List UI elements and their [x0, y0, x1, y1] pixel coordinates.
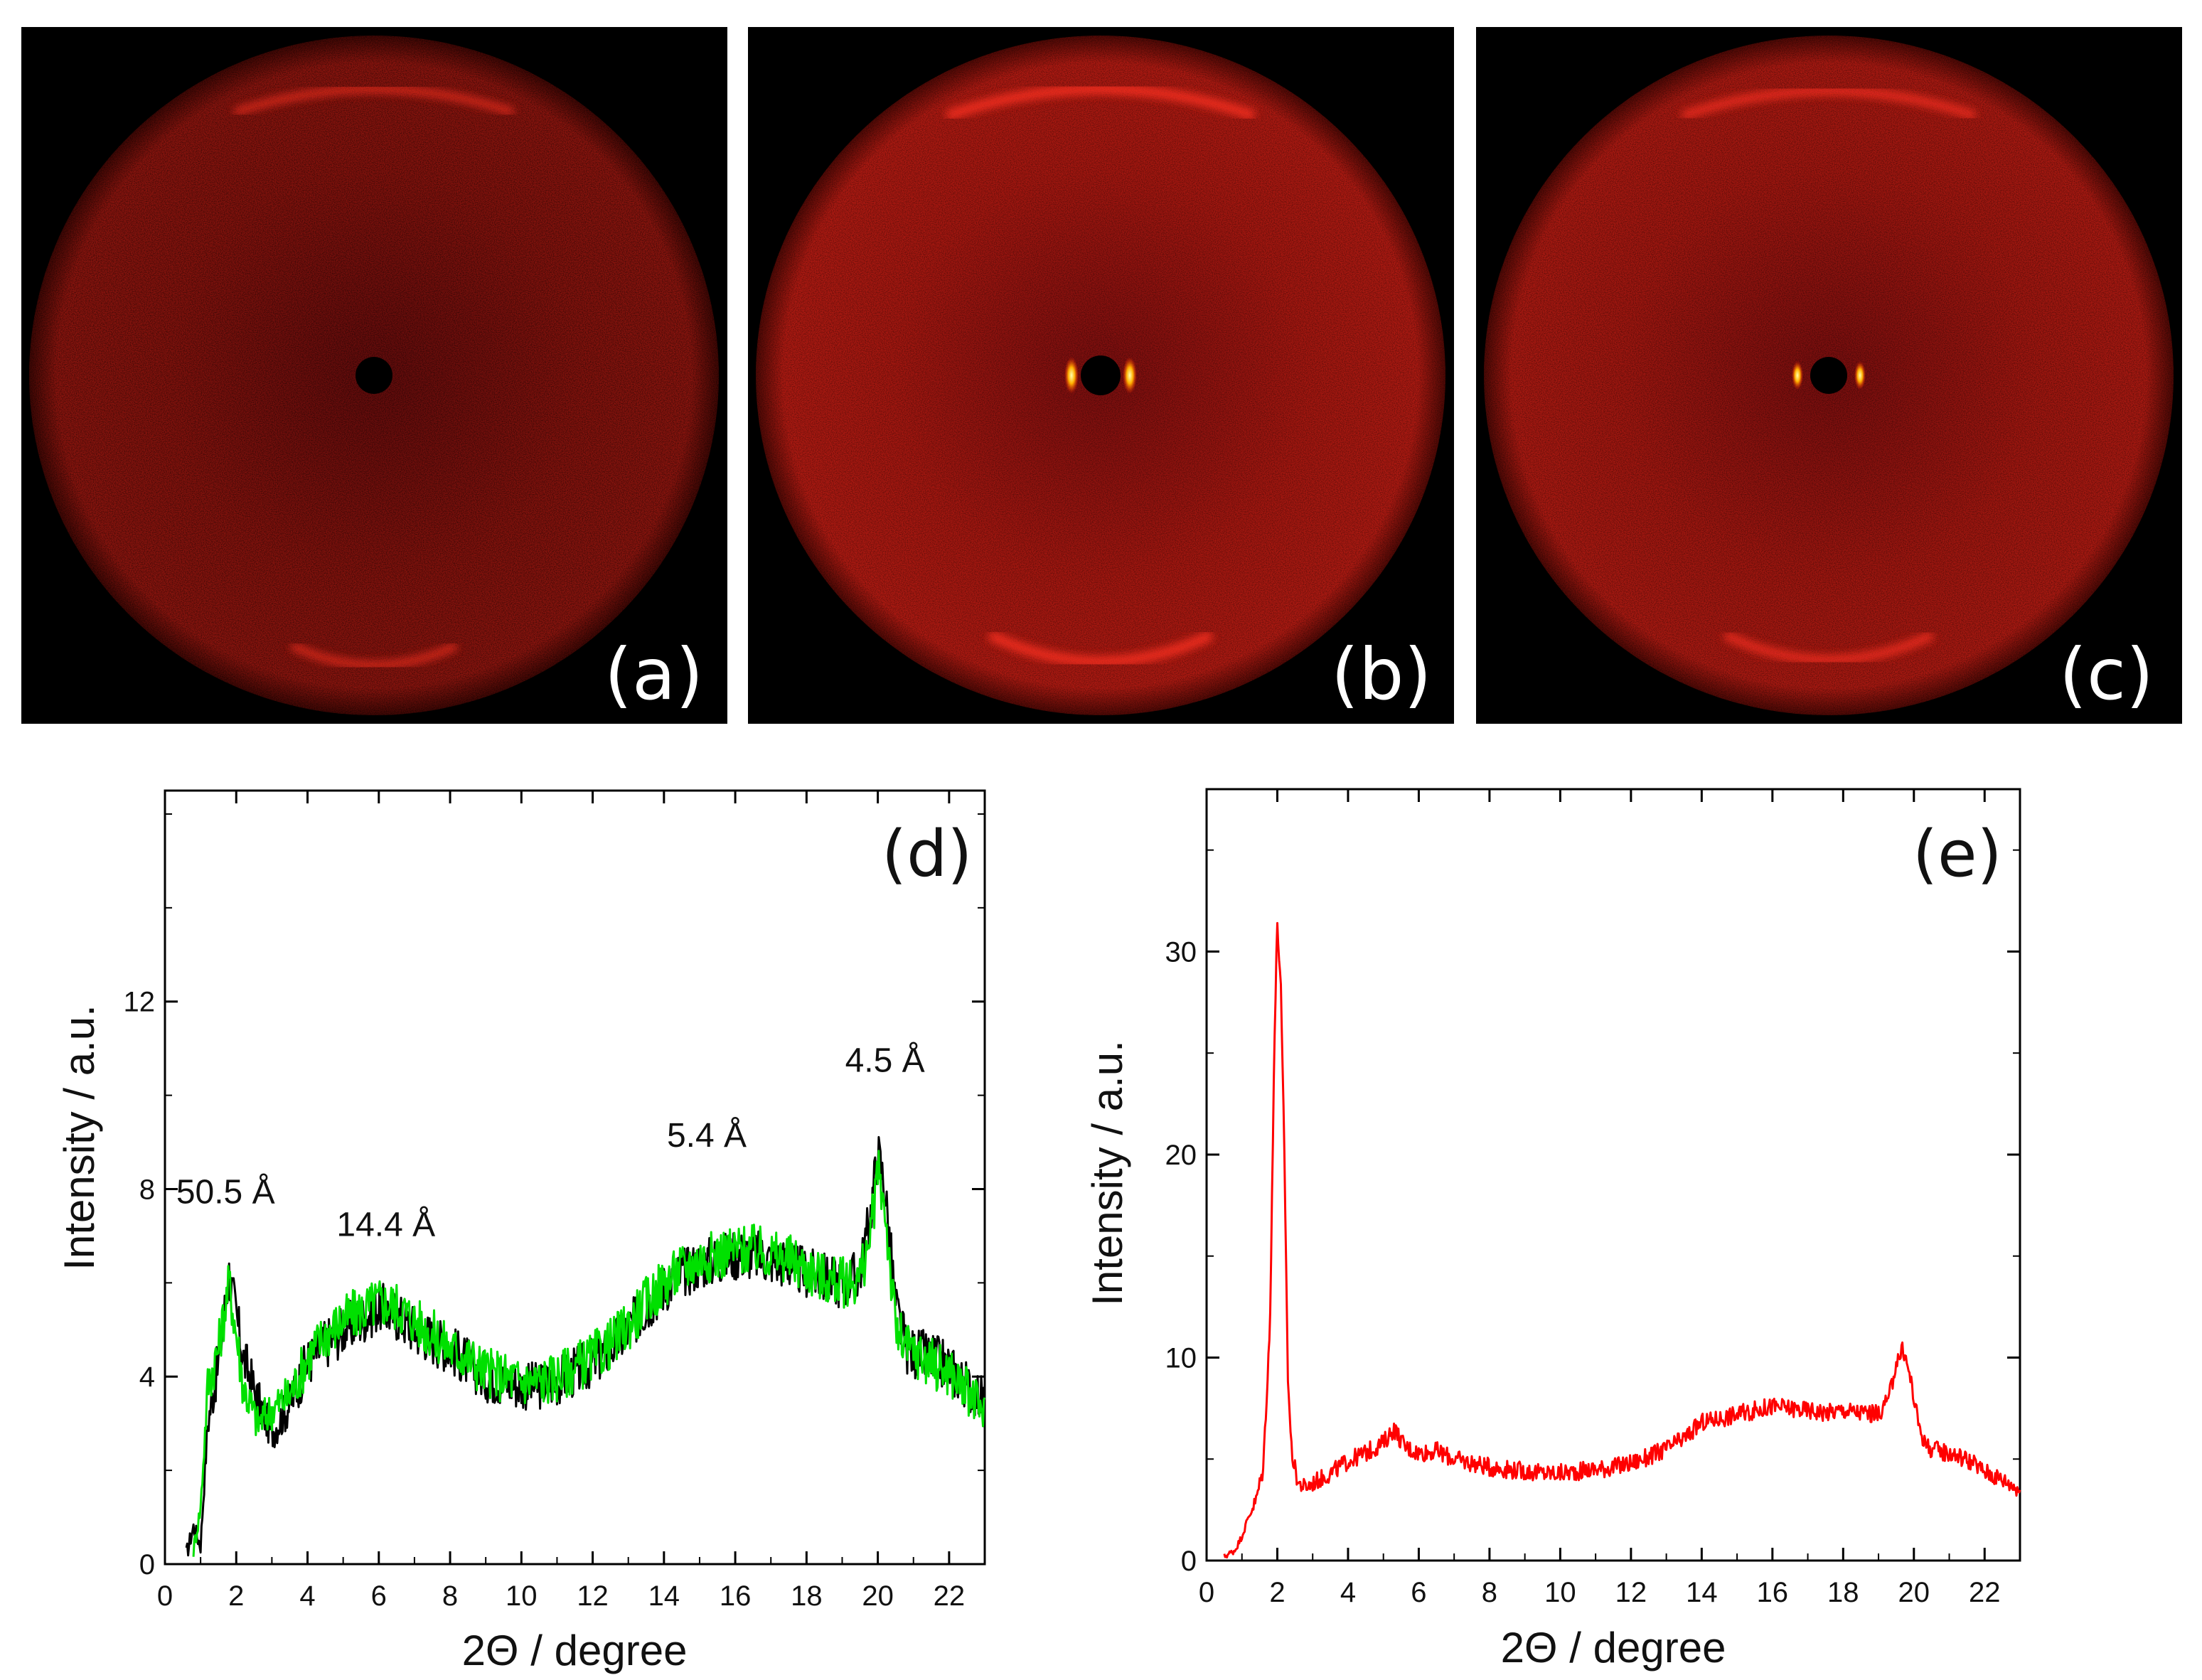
- panel-label-d: (d): [882, 817, 972, 892]
- panel-label-b: (b): [1331, 633, 1432, 716]
- annotation-4-5: 4.5 Å: [845, 1042, 925, 1080]
- x-tick-label: 10: [506, 1580, 538, 1612]
- x-tick-label: 22: [934, 1580, 966, 1612]
- x-tick-label: 12: [1615, 1577, 1647, 1608]
- y-tick-label: 0: [139, 1549, 155, 1580]
- small-angle-spot-right: [1854, 361, 1866, 390]
- x-axis-label: 2Θ / degree: [1501, 1624, 1726, 1671]
- x-tick-label: 16: [1757, 1577, 1789, 1608]
- small-angle-spot-left: [1064, 357, 1079, 394]
- x-tick-label: 6: [1411, 1577, 1426, 1608]
- x-tick-label: 8: [1482, 1577, 1497, 1608]
- y-tick-label: 8: [139, 1174, 155, 1205]
- diffraction-panel-c: (c): [1476, 27, 2182, 724]
- small-angle-spot-right: [1123, 357, 1137, 394]
- small-angle-spot-left: [1792, 361, 1803, 390]
- diffraction-arc-bottom: [1723, 631, 1935, 664]
- series-group: [185, 1135, 986, 1557]
- x-tick-label: 14: [648, 1580, 680, 1612]
- diffraction-arc-top: [945, 84, 1256, 121]
- x-tick-label: 2: [1269, 1577, 1285, 1608]
- chart-e: 0 2 4 6 8 10 12 14 16 18 20 22 0 10 20 30 (e) 2Θ / deg…: [1084, 788, 2021, 1671]
- annotation-50-5: 50.5 Å: [176, 1173, 275, 1211]
- y-axis-label: Intensity / a.u.: [55, 1005, 103, 1270]
- x-tick-label: 20: [862, 1580, 894, 1612]
- beam-stop: [356, 357, 392, 394]
- diffraction-panel-a: (a): [21, 27, 727, 724]
- y-tick-label: 4: [139, 1361, 155, 1393]
- y-tick-label: 12: [124, 987, 156, 1018]
- x-tick-label: 8: [442, 1580, 458, 1612]
- x-tick-label: 12: [577, 1580, 609, 1612]
- series-group: [1223, 921, 2021, 1559]
- x-tick-label: 18: [1827, 1577, 1859, 1608]
- panel-label-e: (e): [1913, 817, 2002, 892]
- x-tick-label: 0: [157, 1580, 173, 1612]
- y-tick-label: 20: [1165, 1140, 1197, 1171]
- series-line-green: [192, 1150, 986, 1557]
- y-tick-label: 10: [1165, 1342, 1197, 1374]
- series-line-black: [185, 1135, 985, 1557]
- panel-label-a: (a): [604, 633, 703, 716]
- diffraction-arc-top: [233, 85, 515, 116]
- series-line-red: [1223, 921, 2021, 1559]
- diffraction-panel-b: (b): [748, 27, 1454, 724]
- x-tick-label: 20: [1898, 1577, 1930, 1608]
- x-tick-label: 22: [1969, 1577, 2001, 1608]
- diffraction-arc-bottom: [289, 642, 459, 669]
- x-tick-label: 0: [1199, 1577, 1214, 1608]
- annotation-14-4: 14.4 Å: [336, 1206, 435, 1243]
- x-tick-label: 16: [720, 1580, 752, 1612]
- x-tick-label: 10: [1544, 1577, 1576, 1608]
- annotation-5-4: 5.4 Å: [667, 1117, 747, 1155]
- x-tick-label: 18: [791, 1580, 823, 1612]
- x-axis-ticks: 0 2 4 6 8 10 12 14 16 18 20 22: [1199, 789, 2021, 1608]
- y-axis-ticks: 0 10 20 30: [1165, 849, 2020, 1577]
- y-axis-label: Intensity / a.u.: [1084, 1040, 1131, 1306]
- diffraction-arc-bottom: [987, 630, 1214, 667]
- x-tick-label: 6: [371, 1580, 387, 1612]
- plot-frame: [1205, 788, 2021, 1562]
- diffraction-arc-top: [1681, 87, 1977, 120]
- x-tick-label: 14: [1686, 1577, 1718, 1608]
- y-tick-label: 30: [1165, 936, 1197, 968]
- chart-d: 0 2 4 6 8 10 12 14 16 18 20 22 0 4 8 12 50.5 Å 14.4 Å …: [55, 789, 986, 1674]
- x-tick-label: 4: [299, 1580, 315, 1612]
- x-tick-label: 2: [228, 1580, 244, 1612]
- beam-stop: [1810, 357, 1847, 394]
- x-axis-label: 2Θ / degree: [462, 1627, 688, 1674]
- beam-stop: [1081, 355, 1121, 395]
- annotations: 50.5 Å 14.4 Å 5.4 Å 4.5 Å: [176, 1042, 925, 1244]
- y-tick-label: 0: [1181, 1546, 1197, 1577]
- x-tick-label: 4: [1340, 1577, 1356, 1608]
- x-axis-ticks: 0 2 4 6 8 10 12 14 16 18 20 22: [157, 791, 985, 1612]
- panel-label-c: (c): [2059, 633, 2154, 716]
- plot-frame: [164, 789, 986, 1566]
